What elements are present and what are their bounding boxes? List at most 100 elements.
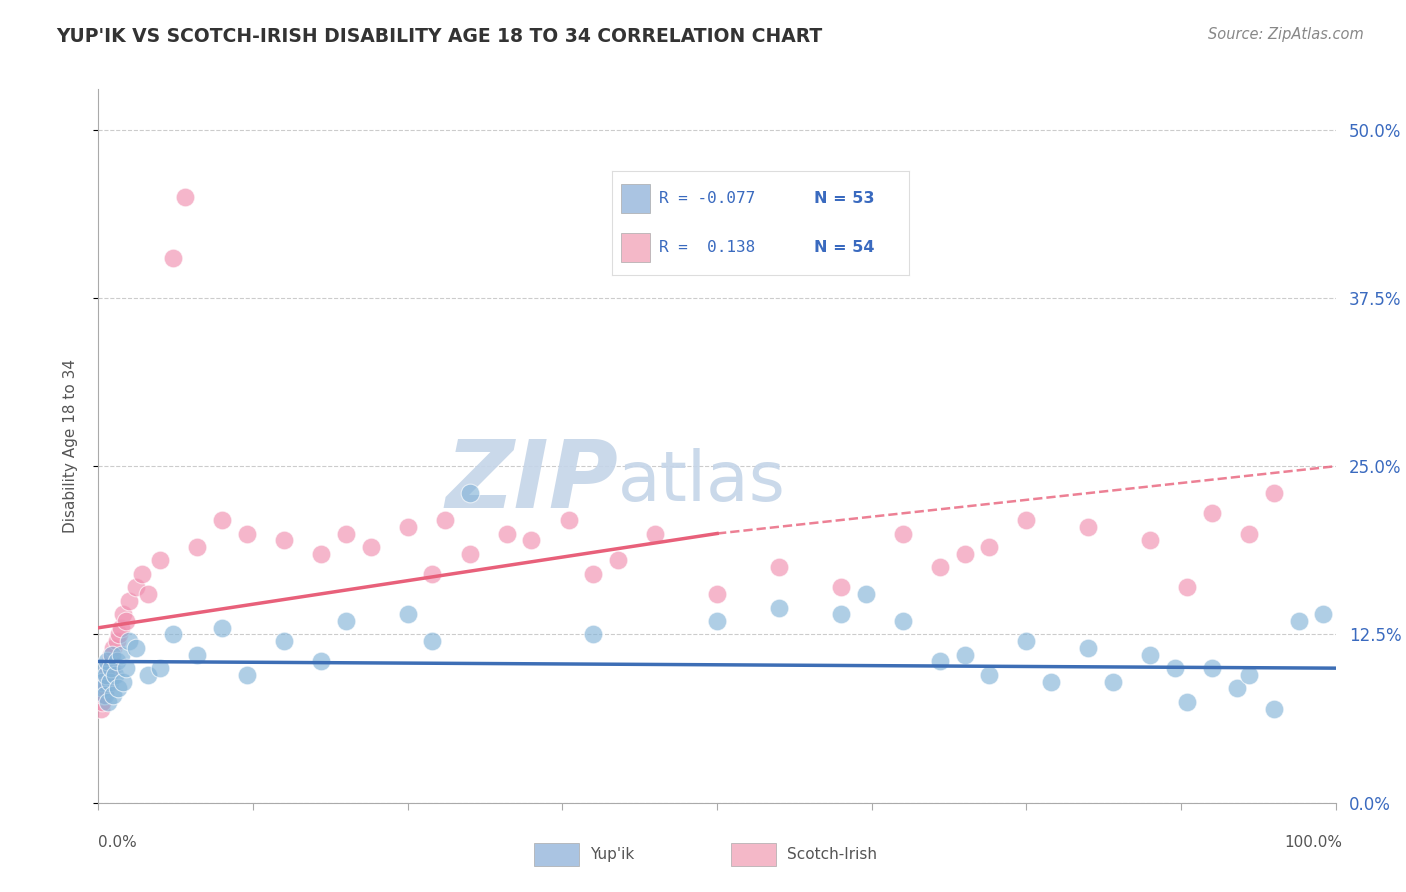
Point	[458, 486, 481, 500]
Point	[433, 513, 456, 527]
Text: Yup'ik: Yup'ik	[591, 847, 634, 862]
Point	[131, 566, 153, 581]
Point	[93, 688, 115, 702]
Point	[953, 547, 976, 561]
Text: atlas: atlas	[619, 448, 786, 516]
Point	[105, 655, 128, 669]
Text: R = -0.077: R = -0.077	[659, 191, 755, 206]
Point	[149, 661, 172, 675]
Point	[107, 681, 129, 696]
Point	[582, 627, 605, 641]
Point	[830, 607, 852, 622]
Point	[1015, 634, 1038, 648]
Point	[1015, 513, 1038, 527]
Point	[100, 661, 122, 675]
Point	[103, 688, 125, 702]
Point	[211, 513, 233, 527]
Point	[768, 560, 790, 574]
Point	[520, 533, 543, 548]
Point	[118, 634, 141, 648]
Point	[124, 640, 146, 655]
Point	[768, 600, 790, 615]
Point	[335, 526, 357, 541]
Text: Scotch-Irish: Scotch-Irish	[787, 847, 877, 862]
Point	[1312, 607, 1334, 622]
Point	[309, 547, 332, 561]
Point	[112, 674, 135, 689]
Point	[1040, 674, 1063, 689]
Point	[98, 655, 121, 669]
Point	[174, 190, 197, 204]
Point	[93, 674, 115, 689]
Point	[830, 580, 852, 594]
Point	[186, 648, 208, 662]
Point	[98, 674, 121, 689]
Point	[1077, 520, 1099, 534]
Text: N = 53: N = 53	[814, 191, 875, 206]
Point	[1263, 486, 1285, 500]
Point	[91, 674, 114, 689]
Point	[979, 540, 1001, 554]
Point	[396, 607, 419, 622]
Point	[96, 655, 118, 669]
Point	[114, 614, 136, 628]
Point	[96, 668, 118, 682]
Point	[101, 648, 124, 662]
Point	[110, 621, 132, 635]
Point	[114, 661, 136, 675]
Point	[891, 526, 914, 541]
Point	[422, 566, 444, 581]
Point	[855, 587, 877, 601]
Point	[557, 513, 579, 527]
Point	[495, 526, 517, 541]
Point	[273, 533, 295, 548]
Point	[458, 547, 481, 561]
Point	[607, 553, 630, 567]
Point	[112, 607, 135, 622]
Y-axis label: Disability Age 18 to 34: Disability Age 18 to 34	[63, 359, 77, 533]
Point	[101, 661, 124, 675]
Point	[706, 614, 728, 628]
Point	[396, 520, 419, 534]
Point	[953, 648, 976, 662]
Point	[100, 648, 122, 662]
Point	[103, 668, 125, 682]
Point	[979, 668, 1001, 682]
Point	[1226, 681, 1249, 696]
Point	[94, 668, 117, 682]
Point	[118, 594, 141, 608]
Point	[1237, 526, 1260, 541]
Point	[93, 681, 115, 696]
Point	[928, 655, 950, 669]
Point	[1139, 648, 1161, 662]
Point	[1164, 661, 1187, 675]
Point	[1077, 640, 1099, 655]
Point	[1102, 674, 1125, 689]
Point	[309, 655, 332, 669]
Point	[90, 661, 112, 675]
Point	[891, 614, 914, 628]
Point	[1201, 661, 1223, 675]
Text: 100.0%: 100.0%	[1285, 836, 1343, 850]
Point	[644, 526, 666, 541]
Text: N = 54: N = 54	[814, 240, 875, 255]
Point	[105, 634, 128, 648]
Point	[1201, 506, 1223, 520]
Text: R =  0.138: R = 0.138	[659, 240, 755, 255]
Point	[136, 587, 159, 601]
Point	[236, 526, 259, 541]
Text: YUP'IK VS SCOTCH-IRISH DISABILITY AGE 18 TO 34 CORRELATION CHART: YUP'IK VS SCOTCH-IRISH DISABILITY AGE 18…	[56, 27, 823, 45]
Point	[124, 580, 146, 594]
Text: 0.0%: 0.0%	[98, 836, 138, 850]
Point	[211, 621, 233, 635]
Point	[103, 640, 125, 655]
Point	[162, 627, 184, 641]
Point	[97, 695, 120, 709]
Point	[422, 634, 444, 648]
Point	[335, 614, 357, 628]
Point	[236, 668, 259, 682]
Point	[108, 627, 131, 641]
Point	[928, 560, 950, 574]
Point	[186, 540, 208, 554]
Text: ZIP: ZIP	[446, 435, 619, 528]
